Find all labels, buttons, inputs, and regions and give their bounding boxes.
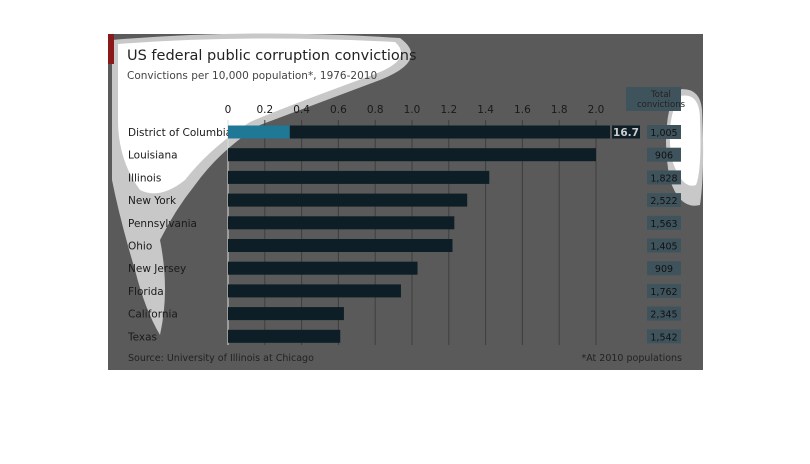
overlay-blob bbox=[118, 38, 402, 194]
totals-header: convictions bbox=[637, 100, 686, 110]
total-box bbox=[647, 238, 681, 253]
total-value: 1,563 bbox=[650, 219, 677, 230]
total-value: 909 bbox=[655, 264, 673, 275]
category-label: Pennsylvania bbox=[128, 218, 197, 230]
total-value: 1,542 bbox=[650, 332, 677, 343]
category-label: Illinois bbox=[128, 172, 161, 184]
x-tick-label: 2.0 bbox=[588, 104, 605, 116]
total-box bbox=[647, 147, 681, 162]
x-tick-label: 1.8 bbox=[551, 104, 568, 116]
category-label: District of Columbia bbox=[128, 127, 232, 139]
total-value: 1,828 bbox=[650, 173, 677, 184]
total-value: 2,522 bbox=[650, 196, 677, 207]
totals-header: Total bbox=[650, 90, 671, 100]
category-label: New Jersey bbox=[128, 263, 186, 275]
category-label: Texas bbox=[127, 331, 157, 343]
category-label: Florida bbox=[128, 286, 164, 298]
total-value: 1,405 bbox=[650, 242, 677, 253]
chart-title: US federal public corruption convictions bbox=[127, 48, 417, 64]
bar bbox=[228, 284, 401, 298]
x-tick-label: 0.6 bbox=[330, 104, 347, 116]
bar-break bbox=[612, 125, 640, 139]
logo-corner bbox=[108, 34, 114, 64]
x-tick-label: 1.0 bbox=[404, 104, 421, 116]
x-tick-label: 1.2 bbox=[440, 104, 457, 116]
source-note: Source: University of Illinois at Chicag… bbox=[128, 353, 314, 364]
bar bbox=[228, 193, 468, 207]
x-tick-label: 0.4 bbox=[293, 104, 310, 116]
x-tick-label: 1.6 bbox=[514, 104, 531, 116]
bar bbox=[228, 148, 596, 162]
total-box bbox=[647, 125, 681, 139]
category-label: California bbox=[128, 309, 178, 321]
total-box bbox=[647, 261, 681, 276]
bar bbox=[228, 261, 418, 275]
category-label: Ohio bbox=[128, 241, 152, 253]
total-box bbox=[647, 215, 681, 230]
bar-value-label: 16.7 bbox=[613, 127, 639, 139]
bar-highlight bbox=[228, 125, 290, 139]
category-label: Louisiana bbox=[128, 150, 178, 162]
total-box bbox=[647, 283, 681, 298]
total-box bbox=[647, 170, 681, 185]
chart-subtitle: Convictions per 10,000 population*, 1976… bbox=[127, 70, 377, 82]
total-box bbox=[647, 329, 681, 344]
bar bbox=[228, 329, 341, 343]
total-value: 1,005 bbox=[650, 128, 677, 139]
total-box bbox=[647, 193, 681, 208]
footnote: *At 2010 populations bbox=[581, 353, 682, 364]
total-value: 1,762 bbox=[650, 287, 677, 298]
bar bbox=[289, 125, 610, 139]
bar bbox=[228, 170, 490, 184]
totals-header-box bbox=[626, 87, 681, 111]
total-box bbox=[647, 306, 681, 321]
bar bbox=[228, 307, 344, 321]
x-tick-label: 1.4 bbox=[477, 104, 494, 116]
bar bbox=[228, 239, 453, 252]
category-label: New York bbox=[128, 195, 177, 207]
overlay-blob bbox=[669, 95, 701, 186]
bar bbox=[228, 216, 455, 230]
total-value: 2,345 bbox=[650, 310, 677, 321]
x-tick-label: 0.8 bbox=[367, 104, 384, 116]
x-tick-label: 0 bbox=[225, 104, 232, 116]
x-tick-label: 0.2 bbox=[256, 104, 273, 116]
total-value: 906 bbox=[655, 151, 673, 162]
